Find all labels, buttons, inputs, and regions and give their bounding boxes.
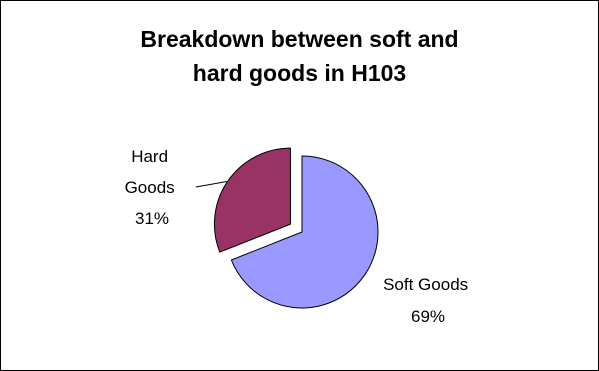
chart-title: Breakdown between soft and hard goods in… — [0, 22, 599, 90]
label-hard-goods-line-2: Goods — [125, 178, 175, 197]
label-soft-goods: Soft Goods 69% — [383, 275, 473, 326]
label-hard-goods: Hard Goods 31% — [125, 147, 180, 228]
label-hard-goods-line-1: Hard — [131, 147, 168, 166]
pie-slice-hard-goods — [213, 147, 291, 253]
label-hard-goods-percent: 31% — [135, 209, 169, 228]
label-soft-goods-line-1: Soft Goods — [383, 275, 468, 294]
hard-goods-leader-line — [195, 180, 228, 188]
chart-title-line-1: Breakdown between soft and — [140, 26, 459, 52]
label-soft-goods-percent: 69% — [411, 307, 445, 326]
pie-slice-soft-goods — [230, 155, 379, 309]
chart-title-line-2: hard goods in H103 — [192, 60, 407, 86]
